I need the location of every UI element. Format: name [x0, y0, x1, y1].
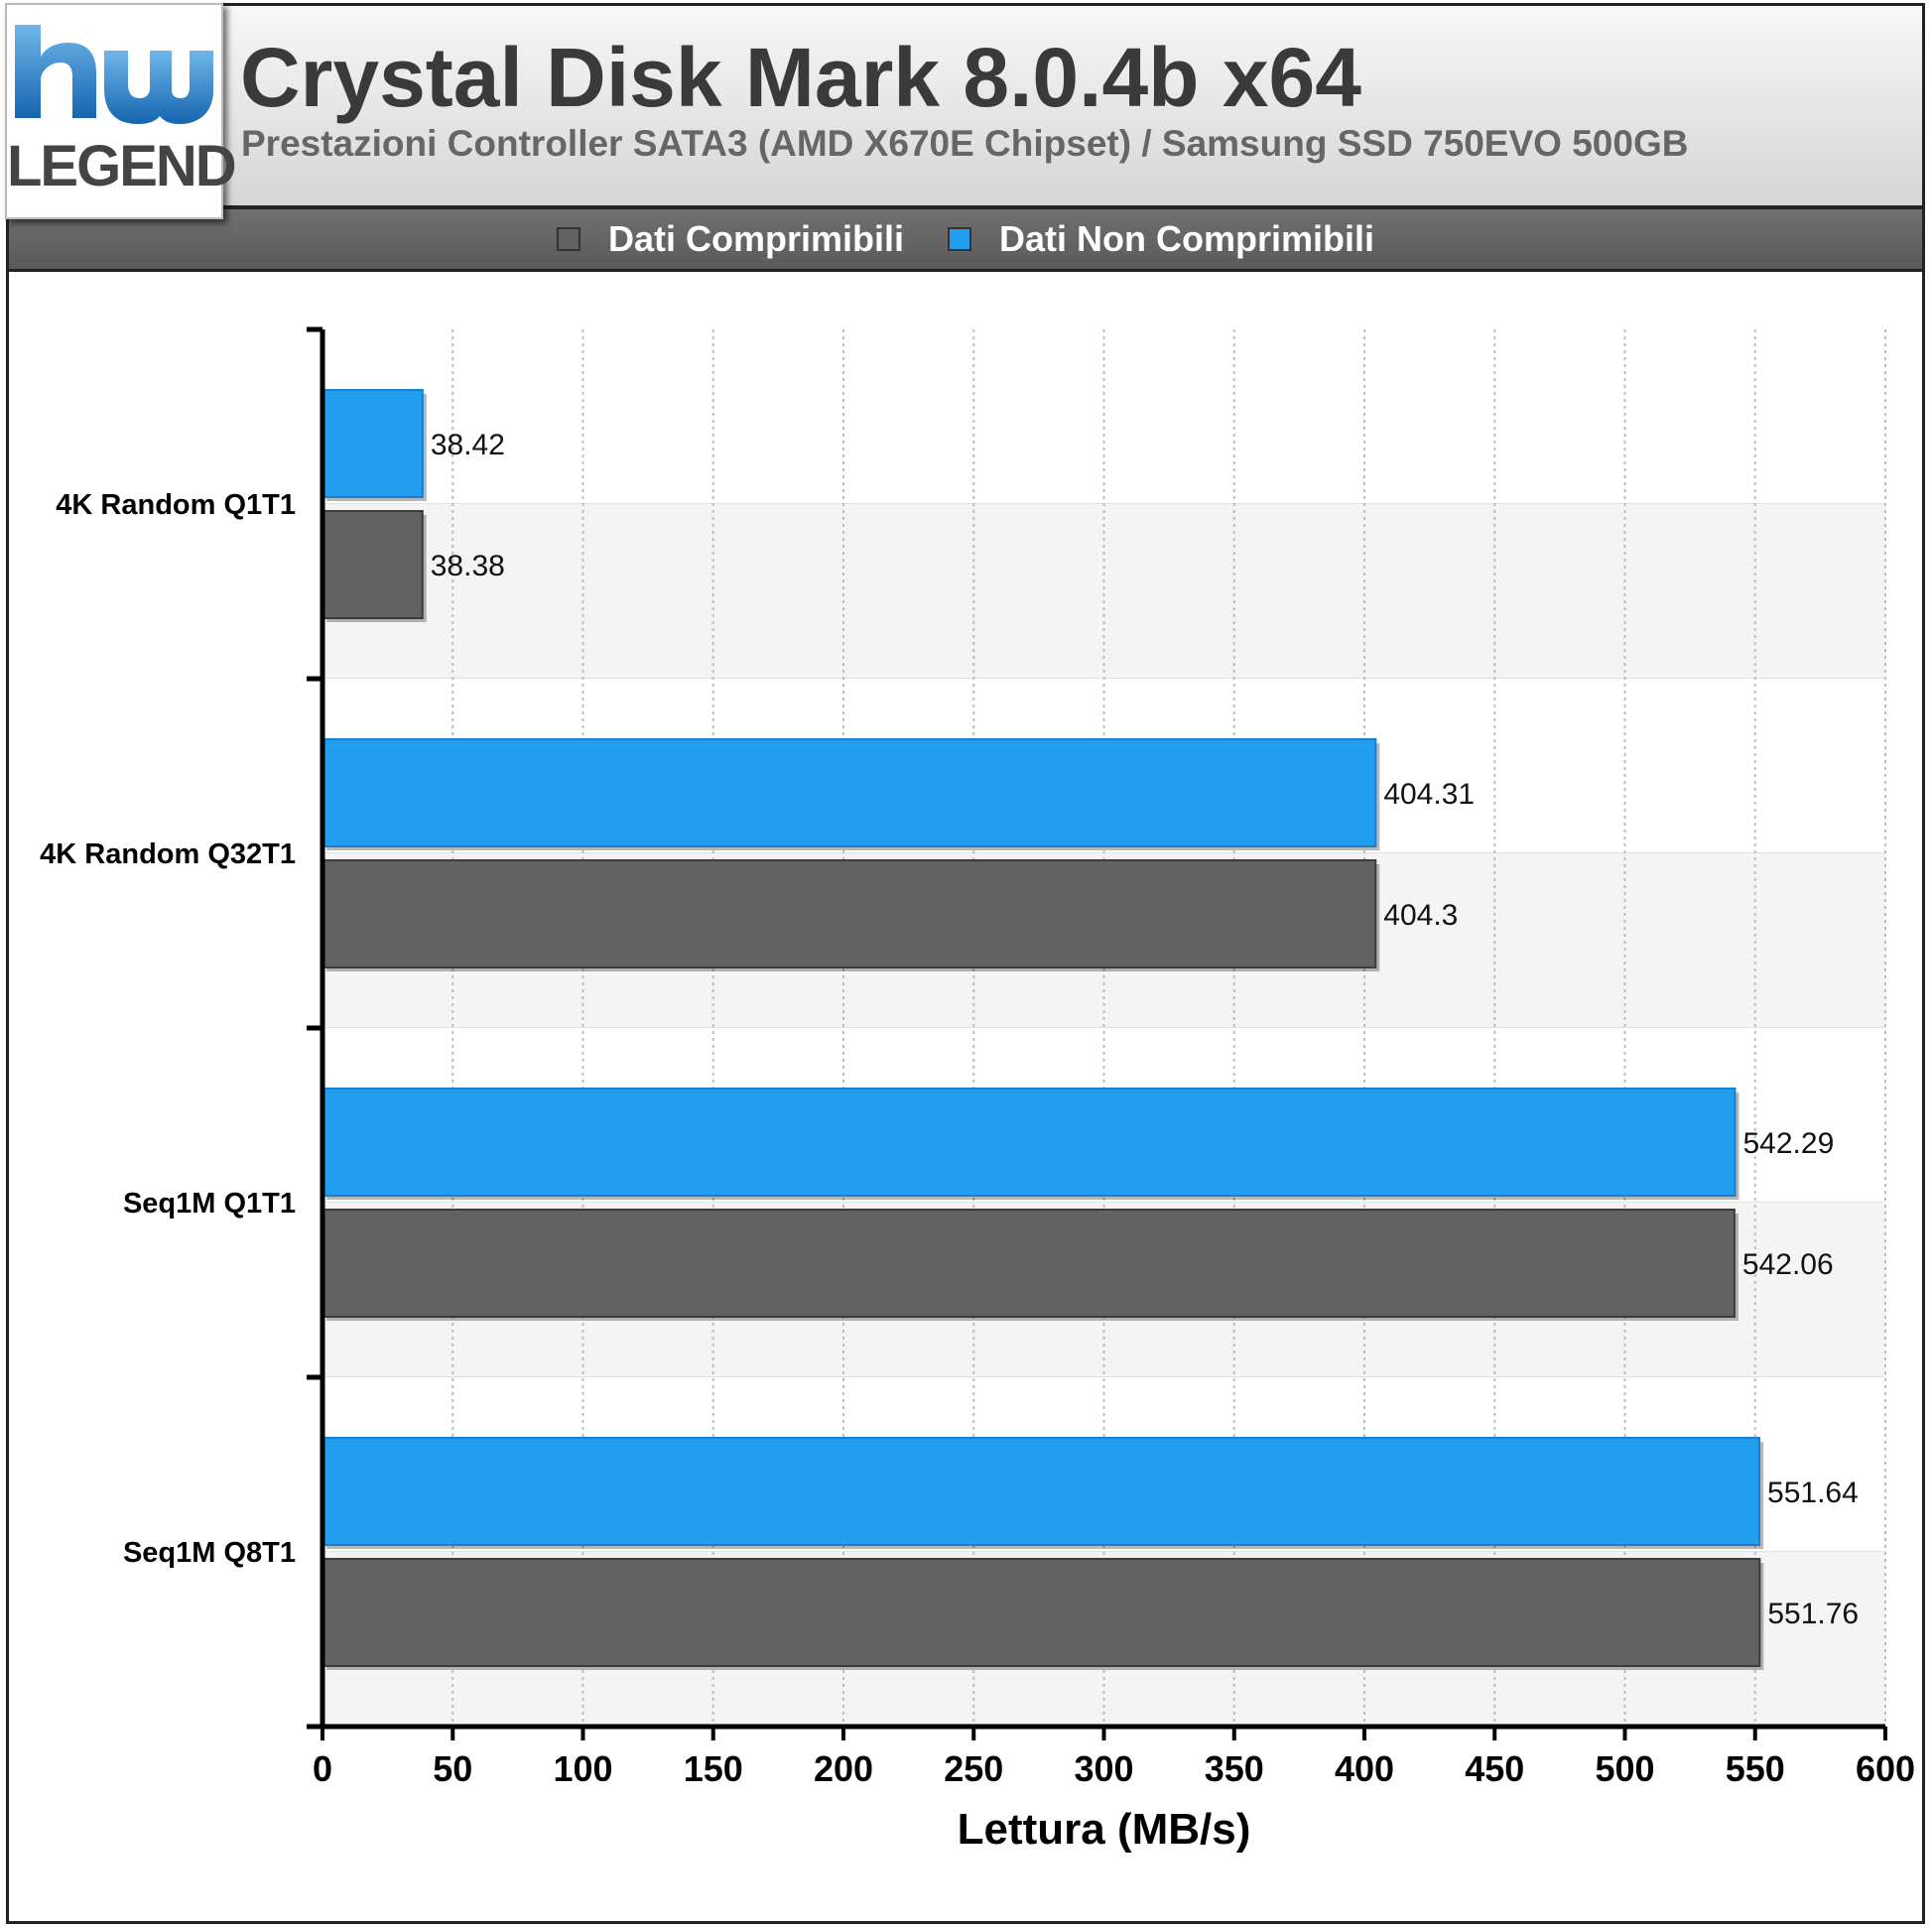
x-tick-label: 0 — [313, 1748, 332, 1789]
bar — [322, 1209, 1736, 1318]
bar — [322, 1088, 1737, 1197]
x-tick-label: 400 — [1335, 1748, 1394, 1789]
x-tick-label: 250 — [944, 1748, 1003, 1789]
bar — [322, 1437, 1761, 1546]
legend-label: Dati Non Comprimibili — [999, 218, 1375, 259]
x-tick-label: 600 — [1856, 1748, 1915, 1789]
x-tick-label: 350 — [1205, 1748, 1264, 1789]
bar — [322, 738, 1377, 847]
bar-value-label: 38.42 — [431, 429, 505, 461]
x-tick-label: 200 — [814, 1748, 873, 1789]
bar — [322, 859, 1377, 968]
chart-header — [6, 3, 1925, 208]
bar-value-label: 542.06 — [1742, 1248, 1834, 1281]
bar — [322, 1558, 1761, 1667]
bar — [322, 389, 424, 498]
x-tick-label: 450 — [1465, 1748, 1524, 1789]
bar-value-label: 404.3 — [1383, 899, 1458, 932]
bar-value-label: 551.64 — [1767, 1477, 1859, 1509]
bar-value-label: 551.76 — [1767, 1598, 1859, 1630]
x-tick-label: 100 — [553, 1748, 612, 1789]
x-tick-label: 500 — [1595, 1748, 1654, 1789]
x-tick-label: 150 — [684, 1748, 743, 1789]
x-tick-label: 300 — [1074, 1748, 1133, 1789]
category-label: Seq1M Q8T1 — [123, 1537, 296, 1569]
chart-subtitle: Prestazioni Controller SATA3 (AMD X670E … — [241, 123, 1689, 164]
x-axis-title: Lettura (MB/s) — [958, 1805, 1251, 1854]
x-tick-label: 50 — [433, 1748, 472, 1789]
legend: Dati Comprimibili Dati Non Comprimibili — [6, 206, 1925, 272]
logo-text: LEGEND — [7, 134, 237, 198]
plot-band — [322, 504, 1885, 679]
x-tick-label: 550 — [1726, 1748, 1785, 1789]
category-label: 4K Random Q32T1 — [40, 838, 296, 870]
bar — [322, 510, 424, 619]
chart-title: Crystal Disk Mark 8.0.4b x64 — [240, 31, 1361, 124]
legend-swatch-gray — [556, 227, 580, 251]
legend-item-incompressible: Dati Non Comprimibili — [948, 218, 1374, 260]
category-label: Seq1M Q1T1 — [123, 1188, 296, 1220]
bar-value-label: 542.29 — [1743, 1127, 1835, 1160]
legend-item-compressible: Dati Comprimibili — [556, 218, 905, 260]
bar-value-label: 404.31 — [1383, 778, 1475, 811]
category-label: 4K Random Q1T1 — [56, 489, 296, 521]
legend-swatch-blue — [948, 227, 972, 251]
logo-mark-icon — [15, 25, 213, 124]
bar-value-label: 38.38 — [431, 550, 505, 582]
legend-label: Dati Comprimibili — [607, 218, 905, 259]
hwlegend-logo: LEGEND — [5, 3, 237, 219]
